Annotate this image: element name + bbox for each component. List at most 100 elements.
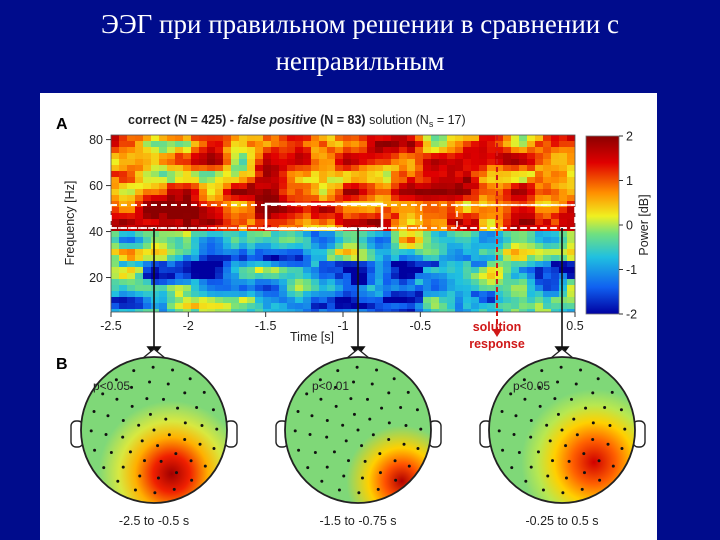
heatmap-cell xyxy=(399,189,407,195)
electrode-dot xyxy=(306,466,310,470)
heatmap-cell xyxy=(503,261,511,267)
heatmap-cell xyxy=(551,309,559,312)
heatmap-cell xyxy=(239,177,247,183)
heatmap-cell xyxy=(239,147,247,153)
heatmap-cell xyxy=(183,201,191,207)
heatmap-cell xyxy=(327,297,335,303)
heatmap-cell xyxy=(383,189,391,195)
heatmap-cell xyxy=(495,297,503,303)
heatmap-cell xyxy=(239,249,247,255)
heatmap-cell xyxy=(463,261,471,267)
electrode-dot xyxy=(172,487,176,491)
heatmap-cell xyxy=(559,309,567,312)
heatmap-cell xyxy=(191,231,199,237)
heatmap-cell xyxy=(183,231,191,237)
heatmap-cell xyxy=(303,147,311,153)
heatmap-cell xyxy=(271,231,279,237)
heatmap-cell xyxy=(479,171,487,177)
heatmap-cell xyxy=(519,255,527,261)
heatmap-cell xyxy=(303,171,311,177)
heatmap-cell xyxy=(367,135,375,141)
heatmap-cell xyxy=(479,189,487,195)
heatmap-cell xyxy=(471,309,479,312)
heatmap-cell xyxy=(191,309,199,312)
heatmap-cell xyxy=(215,171,223,177)
heatmap-cell xyxy=(215,279,223,285)
heatmap-cell xyxy=(239,171,247,177)
heatmap-cell xyxy=(471,171,479,177)
heatmap-cell xyxy=(183,195,191,201)
heatmap-cell xyxy=(167,309,175,312)
heatmap-cell xyxy=(479,219,487,225)
heatmap-cell xyxy=(295,189,303,195)
electrode-dot xyxy=(325,465,329,469)
heatmap-cell xyxy=(191,183,199,189)
heatmap-cell xyxy=(487,141,495,147)
heatmap-cell xyxy=(335,183,343,189)
heatmap-cell xyxy=(199,261,207,267)
heatmap-cell xyxy=(471,213,479,219)
heatmap-cell xyxy=(343,231,351,237)
heatmap-cell xyxy=(447,249,455,255)
heatmap-cell xyxy=(151,231,159,237)
heatmap-cell xyxy=(455,195,463,201)
electrode-dot xyxy=(341,423,345,427)
heatmap-cell xyxy=(367,237,375,243)
heatmap-cell xyxy=(495,303,503,309)
heatmap-cell xyxy=(383,261,391,267)
heatmap-cell xyxy=(447,159,455,165)
electrode-dot xyxy=(161,397,165,401)
heatmap-cell xyxy=(383,231,391,237)
heatmap-cell xyxy=(303,177,311,183)
heatmap-cell xyxy=(567,219,575,225)
heatmap-cell xyxy=(543,195,551,201)
heatmap-cell xyxy=(183,177,191,183)
electrode-dot xyxy=(159,459,163,463)
heatmap-cell xyxy=(279,297,287,303)
heatmap-cell xyxy=(463,189,471,195)
heatmap-cell xyxy=(471,243,479,249)
heatmap-cell xyxy=(503,243,511,249)
heatmap-cell xyxy=(535,273,543,279)
heatmap-cell xyxy=(559,303,567,309)
slide-title-line-1: ЭЭГ при правильном решении в сравнении с xyxy=(101,9,619,39)
heatmap-cell xyxy=(271,213,279,219)
heatmap-cell xyxy=(359,207,367,213)
heatmap-cell xyxy=(383,279,391,285)
heatmap-cell xyxy=(111,255,119,261)
heatmap-cell xyxy=(527,159,535,165)
heatmap-cell xyxy=(151,255,159,261)
heatmap-cell xyxy=(415,297,423,303)
heatmap-cell xyxy=(383,309,391,312)
heatmap-cell xyxy=(367,183,375,189)
heatmap-cell xyxy=(351,171,359,177)
electrode-dot xyxy=(356,428,360,432)
electrode-dot xyxy=(416,447,420,451)
heatmap-cell xyxy=(167,183,175,189)
heatmap-cell xyxy=(247,177,255,183)
heatmap-cell xyxy=(295,291,303,297)
heatmap-cell xyxy=(471,183,479,189)
electrode-dot xyxy=(407,464,411,468)
heatmap-cell xyxy=(511,183,519,189)
heatmap-cell xyxy=(319,261,327,267)
heatmap-cell xyxy=(447,165,455,171)
heatmap-cell xyxy=(359,285,367,291)
electrode-dot xyxy=(406,390,410,394)
heatmap-cell xyxy=(439,249,447,255)
electrode-dot xyxy=(156,476,160,480)
electrode-dot xyxy=(355,365,359,369)
heatmap-cell xyxy=(111,189,119,195)
heatmap-cell xyxy=(135,297,143,303)
heatmap-cell xyxy=(319,297,327,303)
heatmap-cell xyxy=(415,135,423,141)
heatmap-cell xyxy=(191,285,199,291)
heatmap-cell xyxy=(127,297,135,303)
heatmap-cell xyxy=(327,135,335,141)
heatmap-cell xyxy=(143,303,151,309)
heatmap-cell xyxy=(351,165,359,171)
heatmap-cell xyxy=(455,213,463,219)
heatmap-cell xyxy=(295,195,303,201)
heatmap-cell xyxy=(135,219,143,225)
heatmap-cell xyxy=(255,147,263,153)
